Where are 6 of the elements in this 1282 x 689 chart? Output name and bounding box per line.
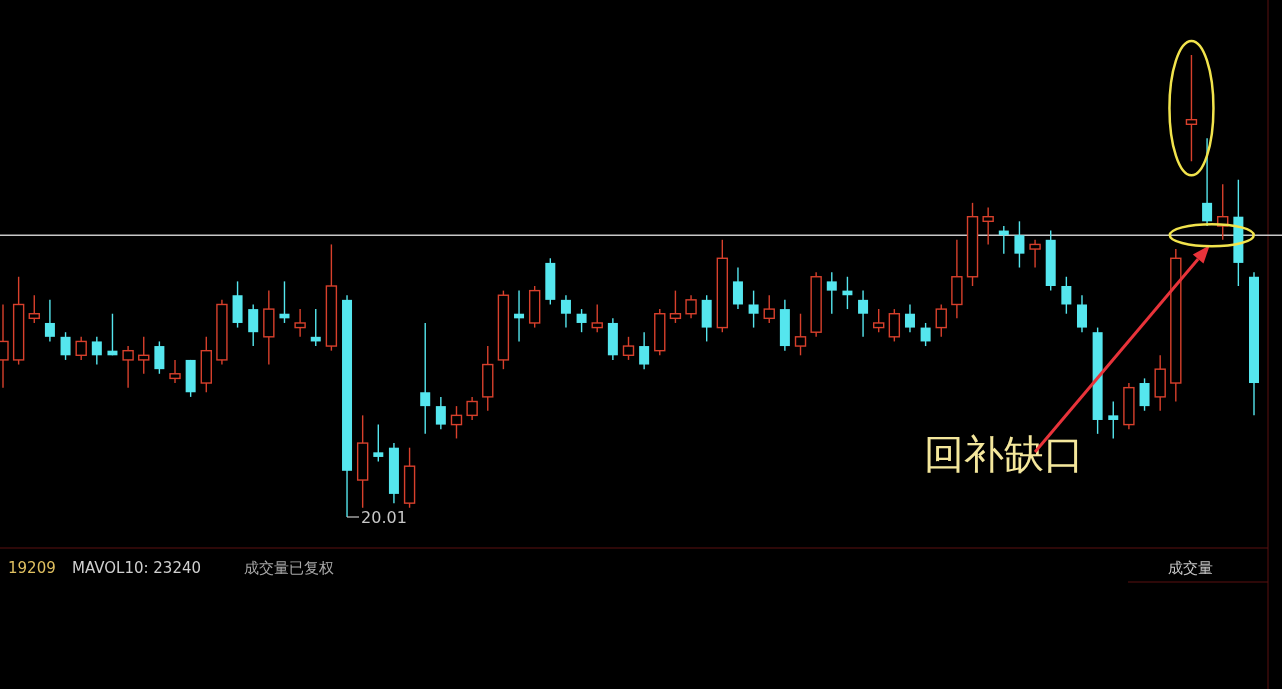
annotation: 20.01 xyxy=(361,508,407,527)
text: MAVOL10: 23240 xyxy=(72,559,202,577)
annotation: 回补缺口 xyxy=(924,431,1084,477)
text: 19209 xyxy=(8,559,56,577)
text: 成交量已复权 xyxy=(244,559,334,577)
text: 成交量 xyxy=(1168,559,1213,577)
